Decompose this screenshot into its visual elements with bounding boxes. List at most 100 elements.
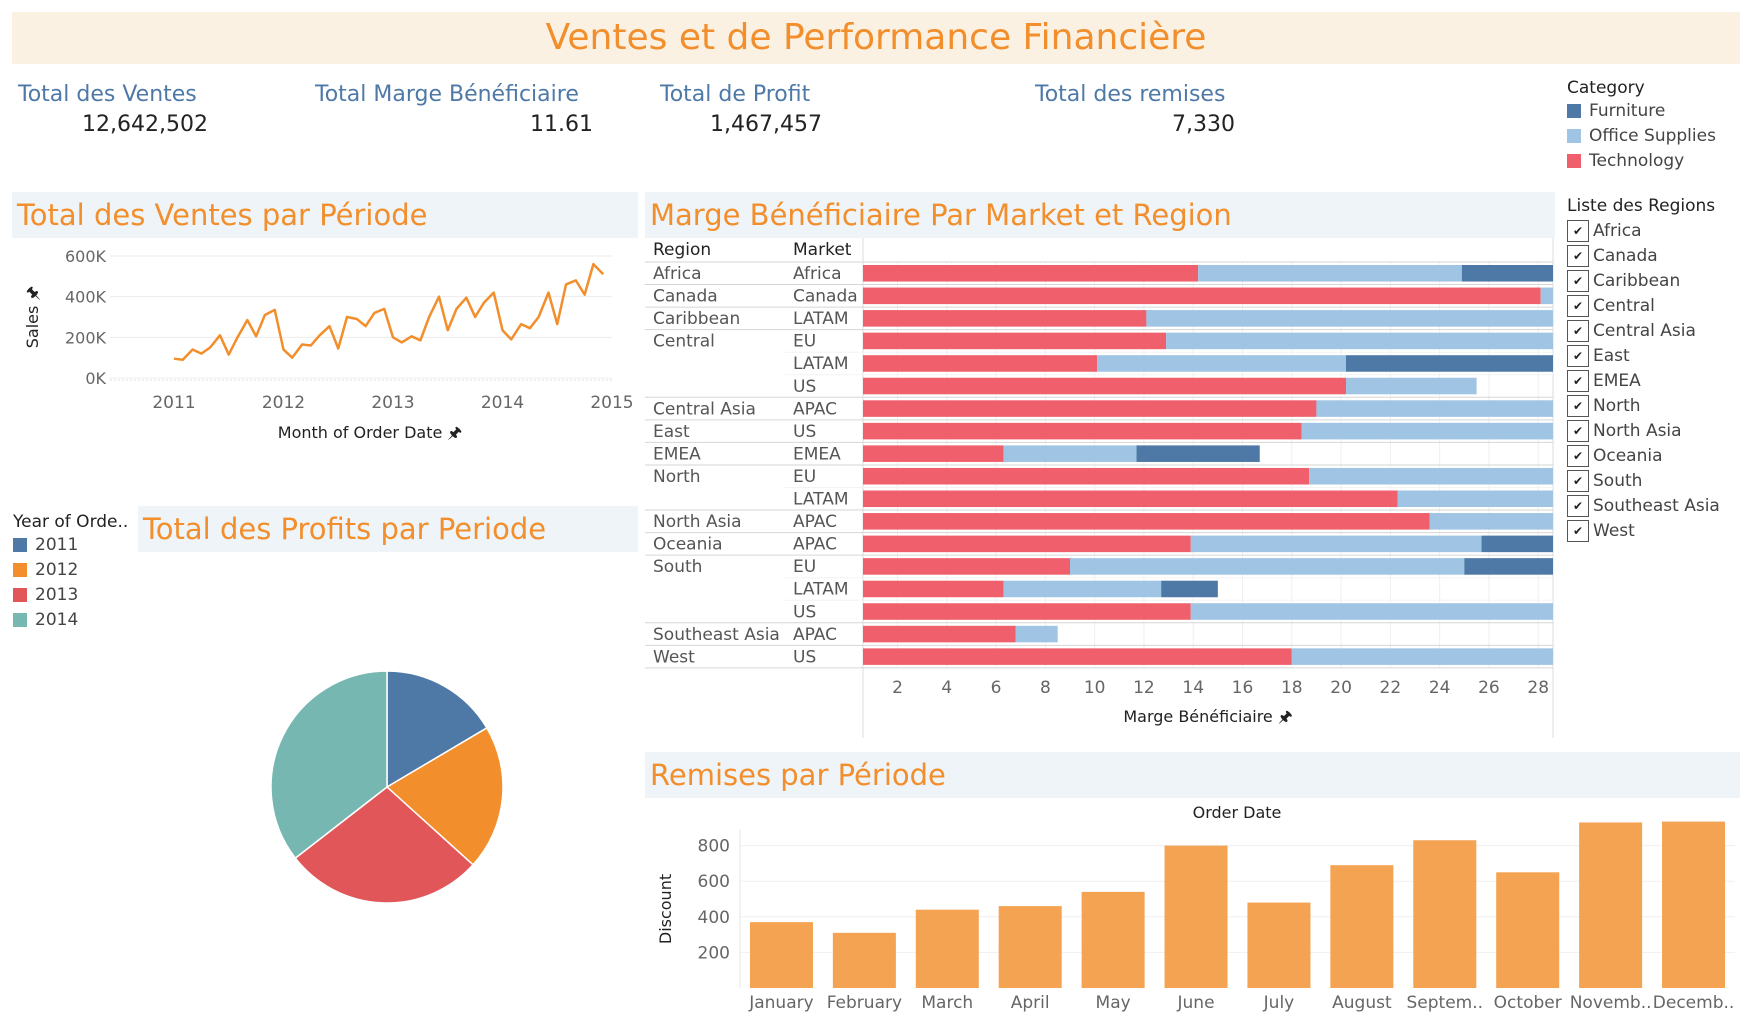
legend-item-2013[interactable]: 2013 [13,582,128,607]
margin-market-label: US [793,602,816,622]
margin-market-label: EU [793,557,816,577]
discount-x-tick-label: February [827,993,902,1013]
margin-bar-technology [863,625,1016,643]
legend-item-2014[interactable]: 2014 [13,607,128,632]
checkbox-checked-icon[interactable]: ✔ [1567,244,1589,267]
discount-section-title: Remises par Période [645,752,1740,798]
sales-x-tick-label: 2012 [262,393,305,413]
checkbox-checked-icon[interactable]: ✔ [1567,494,1589,517]
margin-x-tick-label: 6 [991,678,1002,698]
checkbox-checked-icon[interactable]: ✔ [1567,219,1589,242]
discount-y-axis-label: Discount [656,874,675,944]
margin-market-label: APAC [793,399,837,419]
margin-region-label: Central [653,332,715,352]
discount-x-tick-label: April [1011,993,1050,1013]
region-filter-item-north[interactable]: ✔ North [1567,393,1720,418]
legend-swatch [13,562,27,577]
region-filter-label: South [1593,470,1643,491]
discount-chart-title: Order Date [1193,803,1282,822]
region-filter-label: Canada [1593,245,1658,266]
margin-bar-office-supplies [1316,400,1553,417]
region-filter-item-oceania[interactable]: ✔ Oceania [1567,443,1720,468]
legend-item-2011[interactable]: 2011 [13,532,128,557]
sales-x-tick-label: 2013 [371,393,414,413]
sales-y-axis-label: Sales 🖈 [23,286,42,348]
region-filter: Liste des Regions ✔ Africa ✔ Canada ✔ Caribbe… [1567,196,1720,543]
region-filter-item-east[interactable]: ✔ East [1567,343,1720,368]
discount-x-tick-label: October [1494,993,1562,1013]
discount-bar-may [1081,891,1145,988]
region-filter-item-central[interactable]: ✔ Central [1567,293,1720,318]
checkbox-checked-icon[interactable]: ✔ [1567,394,1589,417]
sales-x-tick-label: 2015 [590,393,633,413]
margin-region-label: Southeast Asia [653,625,780,645]
margin-market-label: EU [793,467,816,487]
sales-y-tick-label: 400K [65,288,107,307]
kpi-profit-label: Total de Profit [660,82,811,107]
discount-bar-april [998,906,1062,988]
checkbox-checked-icon[interactable]: ✔ [1567,519,1589,542]
legend-swatch [13,537,27,552]
region-filter-item-central-asia[interactable]: ✔ Central Asia [1567,318,1720,343]
sales-line-chart: 0K 200K 400K 600K 2011 2012 2013 2014 2015 Month … [23,247,634,442]
legend-item-furniture[interactable]: Furniture [1567,98,1716,123]
checkbox-checked-icon[interactable]: ✔ [1567,419,1589,442]
dashboard-title: Ventes et de Performance Financière [12,12,1740,64]
discount-bar-june [1164,845,1228,988]
margin-market-label: APAC [793,535,837,555]
margin-market-label: LATAM [793,580,849,600]
margin-section-title: Marge Bénéficiaire Par Market et Region [645,192,1555,238]
legend-item-office-supplies[interactable]: Office Supplies [1567,123,1716,148]
region-filter-item-south[interactable]: ✔ South [1567,468,1720,493]
legend-swatch [1567,128,1581,143]
region-filter-item-north-asia[interactable]: ✔ North Asia [1567,418,1720,443]
region-filter-item-southeast-asia[interactable]: ✔ Southeast Asia [1567,493,1720,518]
checkbox-checked-icon[interactable]: ✔ [1567,444,1589,467]
discount-x-tick-label: Decemb.. [1653,993,1735,1013]
margin-region-label: EMEA [653,444,701,464]
margin-market-label: US [793,377,816,397]
legend-swatch [13,612,27,627]
discount-x-tick-label: Novemb.. [1570,993,1652,1013]
margin-region-label: East [653,422,690,442]
region-filter-item-africa[interactable]: ✔ Africa [1567,218,1720,243]
margin-x-tick-label: 10 [1084,678,1106,698]
legend-label: Furniture [1589,100,1666,121]
margin-header-region: Region [653,240,711,260]
region-filter-label: Central Asia [1593,320,1696,341]
kpi-discount-value: 7,330 [1172,112,1235,137]
margin-bar-technology [863,422,1302,440]
category-legend-title: Category [1567,78,1645,98]
checkbox-checked-icon[interactable]: ✔ [1567,344,1589,367]
region-filter-item-caribbean[interactable]: ✔ Caribbean [1567,268,1720,293]
checkbox-checked-icon[interactable]: ✔ [1567,369,1589,392]
region-filter-item-canada[interactable]: ✔ Canada [1567,243,1720,268]
checkbox-checked-icon[interactable]: ✔ [1567,469,1589,492]
region-filter-label: East [1593,345,1630,366]
margin-market-label: US [793,647,816,667]
margin-bar-office-supplies [1198,265,1462,282]
checkbox-checked-icon[interactable]: ✔ [1567,319,1589,342]
margin-bar-office-supplies [1097,355,1346,372]
pie-slice-2012 [385,726,504,866]
margin-x-tick-label: 20 [1330,678,1352,698]
margin-region-label: Oceania [653,535,723,555]
legend-item-technology[interactable]: Technology [1567,148,1716,173]
region-filter-item-west[interactable]: ✔ West [1567,518,1720,543]
legend-label: 2011 [35,534,79,555]
margin-x-axis-label: Marge Bénéficiaire 🖈 [1123,707,1292,726]
margin-x-tick-label: 22 [1380,678,1402,698]
margin-bar-technology [863,332,1167,350]
region-filter-label: Oceania [1593,445,1663,466]
checkbox-checked-icon[interactable]: ✔ [1567,269,1589,292]
region-filter-item-emea[interactable]: ✔ EMEA [1567,368,1720,393]
region-filter-label: EMEA [1593,370,1641,391]
margin-x-tick-label: 8 [1040,678,1051,698]
checkbox-checked-icon[interactable]: ✔ [1567,294,1589,317]
margin-bar-furniture [1161,580,1218,598]
margin-region-label: North [653,467,701,487]
margin-bar-office-supplies [1346,377,1477,395]
legend-item-2012[interactable]: 2012 [13,557,128,582]
margin-x-tick-label: 28 [1527,678,1549,698]
legend-label: 2013 [35,584,79,605]
